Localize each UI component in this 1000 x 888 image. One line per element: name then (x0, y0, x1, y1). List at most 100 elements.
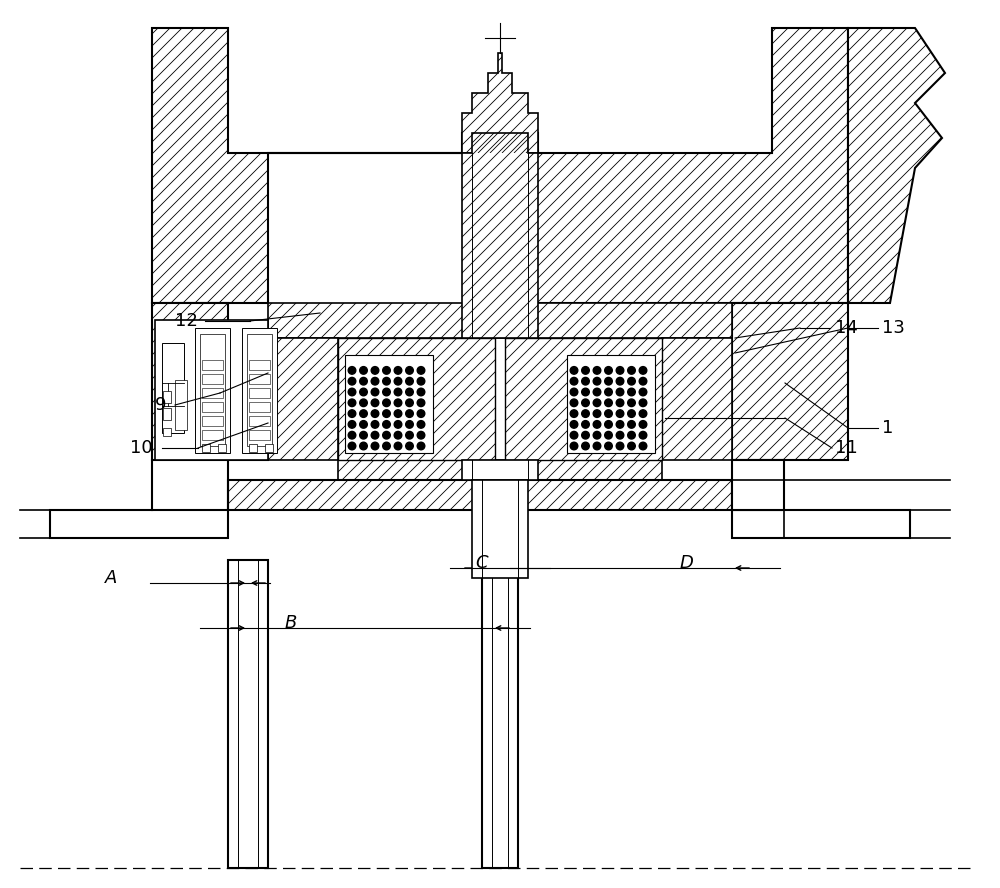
Circle shape (417, 367, 425, 374)
Circle shape (348, 399, 356, 407)
Circle shape (582, 377, 589, 385)
Bar (472, 480, 528, 578)
Bar (247, 334, 272, 446)
Bar (163, 408, 171, 420)
Circle shape (394, 388, 402, 396)
Circle shape (593, 421, 601, 428)
Circle shape (360, 388, 367, 396)
Circle shape (616, 377, 624, 385)
Circle shape (348, 377, 356, 385)
Circle shape (406, 367, 413, 374)
Text: A: A (105, 569, 117, 587)
Bar (202, 444, 210, 452)
Circle shape (348, 442, 356, 450)
Circle shape (348, 432, 356, 439)
Circle shape (406, 409, 413, 417)
Polygon shape (152, 303, 268, 460)
Circle shape (582, 421, 589, 428)
Circle shape (616, 399, 624, 407)
Circle shape (616, 367, 624, 374)
Circle shape (383, 367, 390, 374)
Circle shape (582, 399, 589, 407)
Circle shape (371, 377, 379, 385)
Circle shape (628, 367, 635, 374)
Polygon shape (228, 480, 732, 510)
Circle shape (570, 432, 578, 439)
Circle shape (582, 388, 589, 396)
Circle shape (360, 377, 367, 385)
Circle shape (417, 377, 425, 385)
Circle shape (348, 421, 356, 428)
Circle shape (417, 388, 425, 396)
Circle shape (628, 442, 635, 450)
Circle shape (383, 421, 390, 428)
Bar (249, 374, 270, 384)
Circle shape (639, 421, 647, 428)
Bar (202, 388, 223, 398)
Circle shape (406, 432, 413, 439)
Text: 14: 14 (835, 319, 858, 337)
Bar (218, 444, 226, 452)
Polygon shape (462, 53, 538, 153)
Circle shape (593, 409, 601, 417)
Bar (345, 355, 433, 453)
Text: D: D (680, 554, 694, 572)
Circle shape (570, 442, 578, 450)
Bar (202, 360, 223, 370)
Circle shape (383, 399, 390, 407)
Polygon shape (518, 28, 848, 303)
Bar (732, 510, 910, 538)
Circle shape (371, 388, 379, 396)
Circle shape (348, 367, 356, 374)
Text: C: C (475, 554, 488, 572)
Circle shape (605, 421, 612, 428)
Circle shape (570, 409, 578, 417)
Circle shape (371, 367, 379, 374)
Circle shape (628, 388, 635, 396)
Circle shape (360, 399, 367, 407)
Circle shape (394, 377, 402, 385)
Bar (163, 428, 171, 436)
Circle shape (383, 432, 390, 439)
Circle shape (593, 388, 601, 396)
Circle shape (593, 399, 601, 407)
Bar (482, 558, 518, 868)
Circle shape (570, 421, 578, 428)
Circle shape (406, 421, 413, 428)
Circle shape (371, 409, 379, 417)
Circle shape (616, 421, 624, 428)
Circle shape (371, 421, 379, 428)
Text: 1: 1 (882, 419, 893, 437)
Circle shape (639, 377, 647, 385)
Circle shape (605, 388, 612, 396)
Bar (50, 510, 228, 538)
Circle shape (605, 377, 612, 385)
Circle shape (582, 442, 589, 450)
Polygon shape (268, 303, 732, 338)
Circle shape (616, 388, 624, 396)
Circle shape (570, 399, 578, 407)
Circle shape (406, 442, 413, 450)
Bar (200, 334, 225, 446)
Bar (163, 391, 171, 403)
Circle shape (639, 442, 647, 450)
Circle shape (639, 432, 647, 439)
Circle shape (570, 377, 578, 385)
Circle shape (348, 409, 356, 417)
Circle shape (593, 367, 601, 374)
Bar (155, 320, 268, 460)
Circle shape (383, 442, 390, 450)
Circle shape (383, 377, 390, 385)
Circle shape (394, 421, 402, 428)
Circle shape (593, 377, 601, 385)
Circle shape (605, 367, 612, 374)
Circle shape (360, 367, 367, 374)
Circle shape (394, 367, 402, 374)
Circle shape (605, 442, 612, 450)
Circle shape (628, 399, 635, 407)
Circle shape (570, 367, 578, 374)
Text: 9: 9 (155, 396, 166, 414)
Bar (162, 343, 184, 433)
Text: 13: 13 (882, 319, 905, 337)
Circle shape (582, 432, 589, 439)
